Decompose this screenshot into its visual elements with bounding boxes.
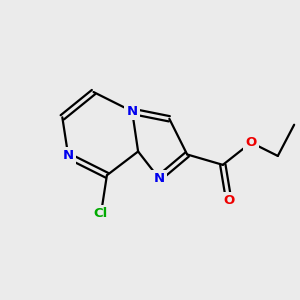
Text: N: N bbox=[127, 105, 138, 118]
Text: N: N bbox=[63, 149, 74, 162]
Text: O: O bbox=[223, 194, 234, 207]
Text: O: O bbox=[245, 136, 257, 149]
Text: Cl: Cl bbox=[94, 207, 108, 220]
Text: N: N bbox=[153, 172, 164, 185]
